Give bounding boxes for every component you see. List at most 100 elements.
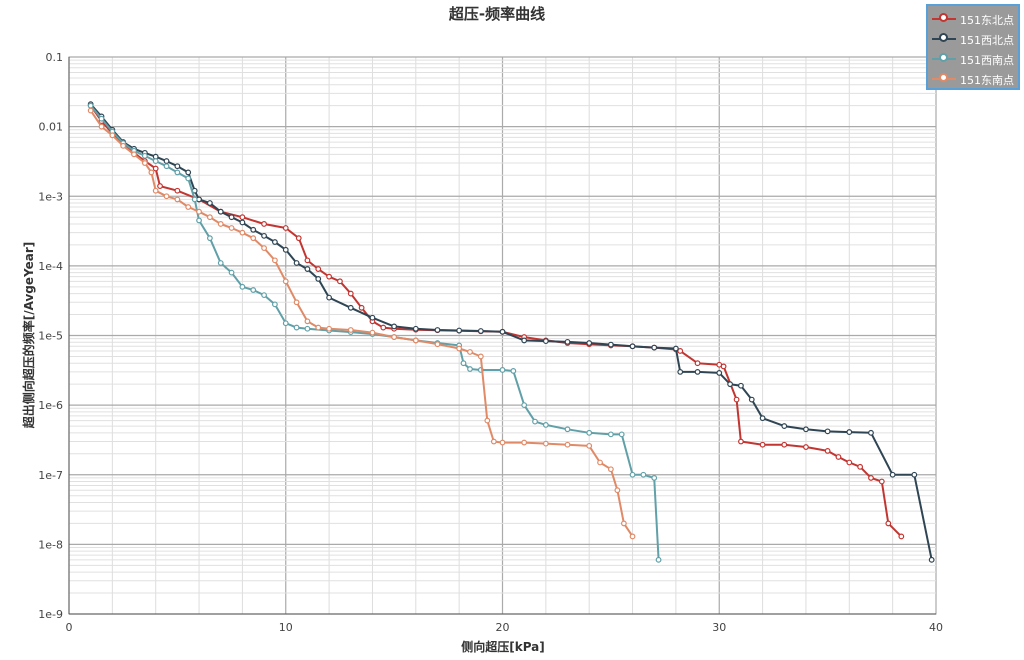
data-point[interactable] — [885, 520, 892, 527]
data-point[interactable] — [391, 334, 398, 340]
data-point[interactable] — [898, 533, 905, 540]
data-point[interactable] — [542, 440, 549, 447]
data-point[interactable] — [629, 471, 636, 478]
legend-item-3[interactable]: 151东南点 — [932, 70, 1018, 88]
legend-item-2[interactable]: 151西南点 — [932, 50, 1018, 68]
data-point[interactable] — [748, 396, 755, 403]
data-point[interactable] — [694, 369, 701, 375]
data-point[interactable] — [174, 187, 181, 194]
data-point[interactable] — [163, 158, 170, 164]
data-point[interactable] — [337, 278, 343, 285]
data-point[interactable] — [369, 314, 376, 321]
data-point[interactable] — [391, 323, 398, 330]
data-point[interactable] — [824, 448, 831, 454]
data-point[interactable] — [607, 341, 614, 348]
data-point[interactable] — [152, 187, 159, 194]
data-point[interactable] — [304, 257, 311, 264]
data-point[interactable] — [217, 208, 224, 215]
data-point[interactable] — [206, 235, 213, 242]
data-point[interactable] — [803, 444, 809, 450]
data-point[interactable] — [477, 328, 484, 334]
data-point[interactable] — [250, 235, 257, 242]
data-point[interactable] — [846, 459, 853, 466]
data-point[interactable] — [293, 299, 300, 306]
data-point[interactable] — [490, 438, 497, 445]
data-point[interactable] — [304, 266, 311, 272]
data-point[interactable] — [174, 196, 181, 203]
data-point[interactable] — [347, 290, 354, 297]
data-point[interactable] — [629, 343, 636, 350]
data-point[interactable] — [857, 463, 864, 470]
data-point[interactable] — [803, 426, 809, 433]
data-point[interactable] — [928, 556, 935, 563]
data-point[interactable] — [733, 396, 740, 403]
data-point[interactable] — [542, 338, 549, 345]
data-point[interactable] — [542, 421, 549, 428]
data-point[interactable] — [196, 217, 202, 224]
data-point[interactable] — [157, 183, 163, 189]
data-point[interactable] — [272, 257, 278, 264]
data-point[interactable] — [380, 324, 387, 331]
data-point[interactable] — [261, 221, 267, 227]
data-point[interactable] — [835, 454, 842, 460]
data-point[interactable] — [477, 353, 484, 360]
data-point[interactable] — [239, 229, 246, 236]
data-point[interactable] — [347, 304, 354, 311]
data-point[interactable] — [521, 402, 528, 409]
data-point[interactable] — [347, 327, 354, 333]
data-point[interactable] — [618, 431, 625, 438]
data-point[interactable] — [868, 475, 874, 481]
data-point[interactable] — [206, 200, 213, 206]
data-point[interactable] — [467, 366, 473, 372]
data-point[interactable] — [304, 325, 311, 332]
data-point[interactable] — [614, 487, 621, 494]
data-point[interactable] — [521, 439, 528, 446]
data-point[interactable] — [586, 429, 593, 436]
data-point[interactable] — [532, 418, 538, 425]
data-point[interactable] — [109, 132, 116, 139]
data-point[interactable] — [412, 337, 419, 344]
data-point[interactable] — [694, 360, 701, 367]
data-point[interactable] — [152, 165, 159, 172]
data-point[interactable] — [326, 294, 333, 301]
data-point[interactable] — [499, 367, 506, 373]
data-point[interactable] — [640, 471, 647, 478]
data-point[interactable] — [738, 382, 744, 389]
data-point[interactable] — [185, 169, 192, 176]
data-point[interactable] — [228, 225, 235, 231]
data-point[interactable] — [677, 348, 684, 354]
data-point[interactable] — [293, 324, 300, 331]
data-point[interactable] — [846, 429, 853, 435]
data-point[interactable] — [163, 163, 170, 170]
data-point[interactable] — [141, 160, 148, 166]
data-point[interactable] — [651, 475, 658, 481]
data-point[interactable] — [467, 349, 473, 355]
data-point[interactable] — [868, 429, 874, 436]
data-point[interactable] — [185, 204, 192, 210]
data-point[interactable] — [564, 338, 571, 345]
data-point[interactable] — [148, 169, 155, 176]
data-point[interactable] — [358, 304, 365, 311]
data-point[interactable] — [911, 471, 918, 478]
data-point[interactable] — [228, 269, 235, 276]
data-point[interactable] — [521, 337, 528, 344]
data-point[interactable] — [282, 225, 289, 231]
data-point[interactable] — [87, 107, 94, 114]
data-point[interactable] — [651, 344, 658, 351]
data-point[interactable] — [191, 196, 198, 203]
data-point[interactable] — [759, 415, 766, 422]
data-point[interactable] — [586, 340, 593, 346]
data-point[interactable] — [250, 226, 257, 233]
data-point[interactable] — [295, 235, 302, 242]
data-point[interactable] — [196, 208, 202, 215]
data-point[interactable] — [889, 471, 896, 478]
data-point[interactable] — [272, 301, 278, 308]
data-point[interactable] — [716, 370, 723, 376]
data-point[interactable] — [781, 441, 788, 448]
data-point[interactable] — [174, 163, 181, 170]
data-point[interactable] — [239, 283, 246, 290]
data-point[interactable] — [456, 327, 463, 334]
data-point[interactable] — [629, 533, 636, 540]
data-point[interactable] — [206, 214, 213, 221]
legend-item-0[interactable]: 151东北点 — [932, 10, 1018, 28]
